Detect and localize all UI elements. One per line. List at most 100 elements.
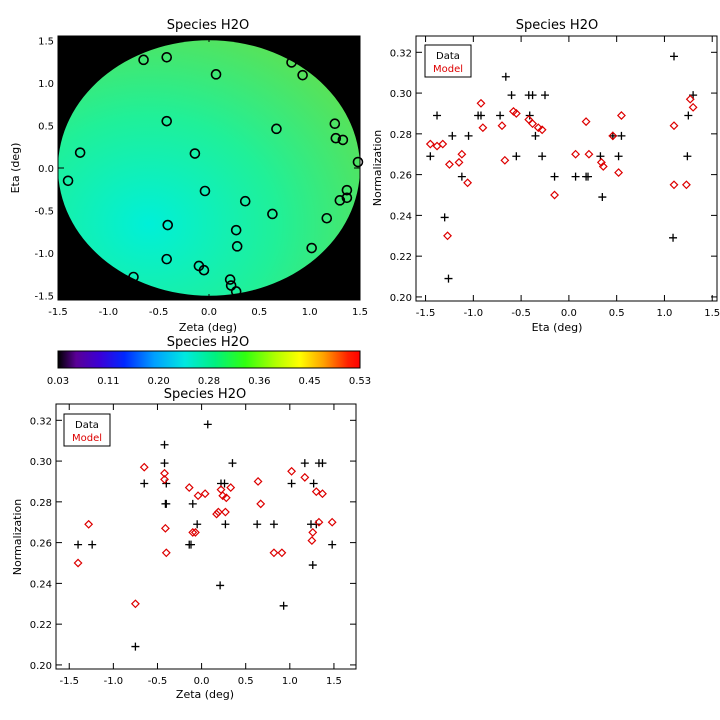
zeta-model-point <box>190 527 200 537</box>
zeta-y-tick-label: 0.32 <box>30 416 52 427</box>
eta-y-tick-label: 0.24 <box>390 211 412 222</box>
zeta-x-tick-label: -1.0 <box>104 676 124 687</box>
zeta-y-tick-label: 0.20 <box>30 661 52 672</box>
zeta-model-point <box>193 491 203 501</box>
map-pointing-circle <box>330 132 342 144</box>
map-pointing-circle <box>267 208 278 220</box>
eta-panel: Species H2O -1.5 -1.0 -0.5 0.0 0.5 1.0 1.5 0.2… <box>371 18 720 334</box>
eta-model-point <box>550 190 560 200</box>
map-pointing-circle <box>334 195 346 206</box>
colorbar-tick-label: 0.28 <box>198 376 220 387</box>
map-field-disk <box>58 40 360 296</box>
eta-plot-area <box>415 35 718 302</box>
zeta-data-point <box>253 520 262 529</box>
map-pointing-circle <box>337 134 349 146</box>
zeta-x-tick-label: 0.5 <box>238 676 254 687</box>
zeta-y-tick-label: 0.28 <box>30 498 52 509</box>
eta-data-point <box>614 152 623 161</box>
eta-model-point <box>478 123 488 133</box>
map-x-tick-label: 0.0 <box>201 307 217 318</box>
zeta-data-point <box>300 459 309 468</box>
eta-data-point <box>584 172 592 181</box>
eta-model-point <box>614 168 624 178</box>
zeta-model-point <box>184 483 194 493</box>
eta-model-point <box>685 94 695 104</box>
map-x-tick-label: -1.5 <box>48 307 68 318</box>
map-panel: Species H2O -1.5 -1.0 -0.5 0.0 0.5 1.0 1.5 -1.… <box>9 18 368 334</box>
eta-model-point <box>616 111 626 120</box>
eta-data-point <box>440 213 449 222</box>
eta-data-point <box>531 131 540 140</box>
colorbar-gradient <box>57 350 361 369</box>
zeta-x-tick-label: -0.5 <box>148 676 168 687</box>
eta-x-tick-label: -1.0 <box>464 308 484 319</box>
map-pointing-circle <box>329 118 341 130</box>
zeta-data-point <box>140 479 149 488</box>
map-pointing-circle <box>352 156 364 168</box>
zeta-model-point <box>300 472 310 482</box>
map-y-tick-label: -1.5 <box>34 292 54 303</box>
map-x-tick-label: 1.0 <box>302 307 318 318</box>
colorbar-tick-label: 0.20 <box>148 376 170 387</box>
eta-data-point <box>684 111 693 120</box>
zeta-data-point <box>287 479 296 488</box>
colorbar-tick-label: 0.45 <box>299 376 321 387</box>
eta-y-tick-label: 0.30 <box>390 89 412 100</box>
zeta-panel: Species H2O -1.5 -1.0 -0.5 0.0 0.5 1.0 1.5 0.2… <box>11 387 357 701</box>
zeta-data-point <box>220 479 229 488</box>
map-pointing-circle <box>239 195 251 207</box>
eta-model-point <box>476 98 486 108</box>
eta-model-point <box>454 157 464 167</box>
zeta-title: Species H2O <box>164 387 246 402</box>
map-x-tick-label: -0.5 <box>149 307 169 318</box>
eta-model-point <box>537 125 547 135</box>
zeta-y-tick-label: 0.24 <box>30 579 52 590</box>
eta-model-point <box>608 131 618 141</box>
zeta-data-point <box>269 520 278 529</box>
map-y-axis-label: Eta (deg) <box>9 143 22 194</box>
zeta-model-point <box>327 517 337 527</box>
zeta-model-point <box>318 489 327 499</box>
zeta-model-point <box>269 548 279 558</box>
map-y-ticks: -1.5 -1.0 -0.5 0.0 0.5 1.0 1.5 <box>34 36 360 303</box>
map-pointing-circle <box>161 115 173 127</box>
eta-model-point <box>571 149 581 159</box>
map-y-tick-label: 0.0 <box>38 164 54 175</box>
eta-model-point <box>500 155 510 165</box>
eta-data-point <box>507 91 516 100</box>
eta-model-point <box>425 139 435 149</box>
zeta-x-ticks: -1.5 -1.0 -0.5 0.0 0.5 1.0 1.5 <box>59 404 342 687</box>
eta-model-point <box>533 123 543 133</box>
eta-data-point <box>433 111 442 120</box>
map-y-tick-label: 0.5 <box>38 121 54 132</box>
eta-data-point <box>571 172 580 181</box>
zeta-data-point <box>328 540 337 549</box>
eta-model-point <box>598 162 608 171</box>
zeta-model-point <box>220 507 230 517</box>
map-pointing-circle <box>198 264 210 276</box>
zeta-data-point <box>216 581 225 590</box>
map-x-tick-label: -1.0 <box>99 307 119 318</box>
eta-model-point <box>511 109 521 118</box>
eta-model-point <box>584 149 594 159</box>
map-pointing-circle <box>286 57 297 68</box>
colorbar-tick-label: 0.53 <box>349 376 371 387</box>
zeta-mark-group <box>73 420 337 651</box>
zeta-x-tick-label: 1.0 <box>282 676 298 687</box>
zeta-model-point <box>307 536 317 546</box>
eta-data-point <box>683 152 692 161</box>
eta-model-point <box>457 149 467 159</box>
eta-model-point <box>444 159 454 169</box>
eta-model-point <box>581 117 591 127</box>
zeta-y-axis-label: Normalization <box>11 499 24 575</box>
eta-data-point <box>525 111 534 120</box>
zeta-x-axis-label: Zeta (deg) <box>176 688 234 701</box>
eta-x-tick-label: -0.5 <box>511 308 531 319</box>
zeta-model-point <box>130 599 140 609</box>
eta-data-point <box>538 152 547 161</box>
zeta-data-point <box>74 540 83 549</box>
zeta-data-point <box>187 540 195 549</box>
map-point-group <box>62 51 364 297</box>
zeta-data-point <box>131 642 140 651</box>
zeta-data-point <box>203 420 212 429</box>
